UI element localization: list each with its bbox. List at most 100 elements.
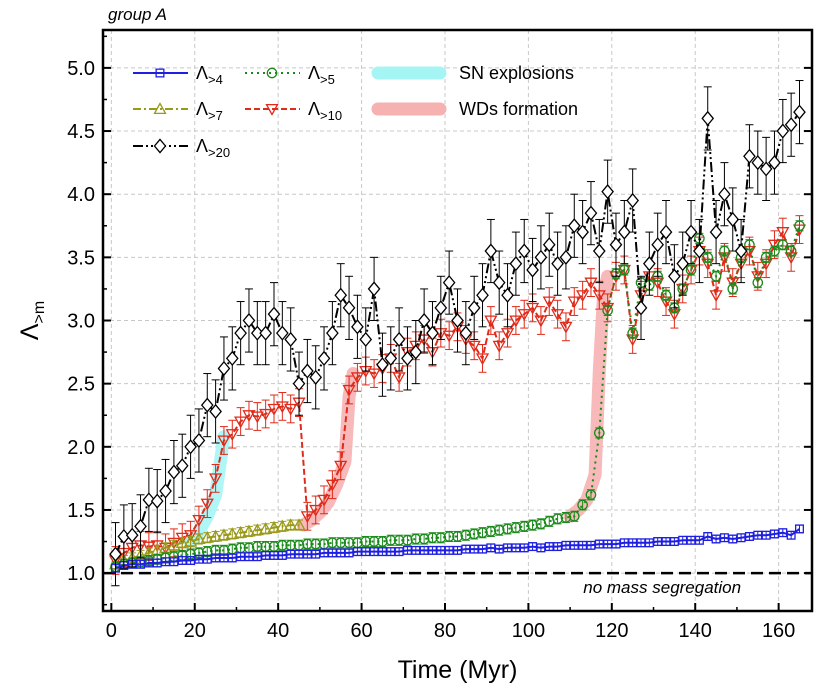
legend-marker [155, 68, 165, 78]
y-axis-title-main: Λ [16, 323, 44, 340]
data-point [634, 300, 648, 316]
data-point [734, 243, 748, 259]
data-point [393, 534, 405, 546]
y-tick-label: 2.5 [67, 374, 95, 396]
data-point [794, 220, 805, 232]
data-point [459, 325, 473, 341]
data-point [334, 460, 348, 473]
data-point [776, 227, 790, 239]
x-tick-label: 0 [106, 620, 117, 642]
data-point [167, 537, 181, 550]
data-point [501, 287, 514, 303]
data-point [509, 256, 523, 272]
data-point [343, 537, 355, 549]
data-point [284, 518, 298, 531]
data-point [192, 432, 206, 449]
highlight-band [184, 430, 231, 550]
legend-item: Λ>7 [133, 99, 223, 123]
series-group [108, 80, 807, 587]
legend-item: Λ>20 [133, 136, 230, 160]
legend-marker [153, 138, 167, 154]
legend-label-main: Λ [308, 99, 320, 119]
y-tick-label: 1.0 [67, 563, 95, 585]
data-point [551, 256, 564, 272]
data-point [225, 527, 239, 540]
legend-label: Λ>20 [196, 136, 230, 160]
series-gt20 [109, 80, 806, 587]
y-axis-title: Λ>m [16, 301, 48, 340]
data-point [302, 538, 313, 550]
data-point [334, 287, 348, 303]
data-point [585, 489, 597, 501]
data-point [109, 546, 122, 562]
data-point [767, 239, 782, 252]
data-point [192, 515, 206, 527]
legend-marker [265, 103, 279, 116]
data-point [292, 376, 306, 392]
data-point [167, 464, 181, 480]
data-point [475, 353, 490, 366]
data-point [192, 532, 206, 545]
data-point [509, 315, 523, 328]
data-point [301, 363, 314, 379]
data-point [534, 315, 548, 328]
data-point [325, 479, 339, 492]
data-point [267, 520, 281, 533]
data-point [626, 192, 640, 209]
legend-label-sub: >5 [320, 72, 335, 87]
data-point [601, 184, 614, 200]
data-point [542, 296, 556, 309]
data-point [709, 290, 723, 303]
data-point [217, 360, 231, 377]
data-point [401, 350, 414, 367]
data-point [552, 513, 563, 525]
data-point [651, 237, 665, 253]
y-tick-label: 3.0 [67, 311, 95, 333]
data-point [601, 302, 615, 315]
data-point [385, 534, 397, 546]
data-point [702, 252, 714, 263]
data-point [134, 518, 147, 534]
data-point [342, 300, 356, 316]
data-point [259, 522, 273, 534]
data-point [484, 243, 498, 259]
data-point [359, 331, 373, 348]
data-point [384, 350, 398, 367]
data-point [377, 536, 388, 547]
data-point [452, 531, 463, 542]
data-point [184, 439, 197, 455]
data-point [217, 435, 231, 448]
legend-label: Λ>5 [308, 63, 335, 87]
data-point [242, 410, 256, 423]
legend-label: Λ>7 [196, 99, 223, 123]
data-point [442, 274, 456, 291]
data-point [584, 205, 598, 221]
data-point [769, 245, 780, 257]
data-point [684, 224, 698, 240]
data-point [209, 473, 223, 486]
data-point [250, 411, 264, 424]
legend-label: Λ>4 [196, 63, 223, 87]
panel-label: group A [108, 5, 167, 24]
y-tick-label: 4.0 [67, 184, 95, 206]
data-point [150, 540, 164, 553]
legend-label-sub: >20 [208, 145, 230, 160]
data-point [502, 523, 513, 535]
data-point [500, 328, 515, 340]
data-point [434, 300, 448, 316]
data-point [777, 239, 789, 251]
data-point [618, 264, 630, 276]
grid [103, 30, 812, 611]
data-point [593, 427, 605, 439]
data-point [760, 252, 772, 263]
data-point [752, 277, 764, 288]
data-point [175, 535, 189, 548]
data-point [367, 368, 381, 381]
data-point [517, 243, 531, 259]
data-point [409, 344, 423, 360]
data-point [584, 277, 598, 290]
legend-marker [153, 102, 167, 115]
data-point [567, 218, 581, 234]
data-point [525, 302, 540, 315]
data-point [751, 271, 765, 284]
